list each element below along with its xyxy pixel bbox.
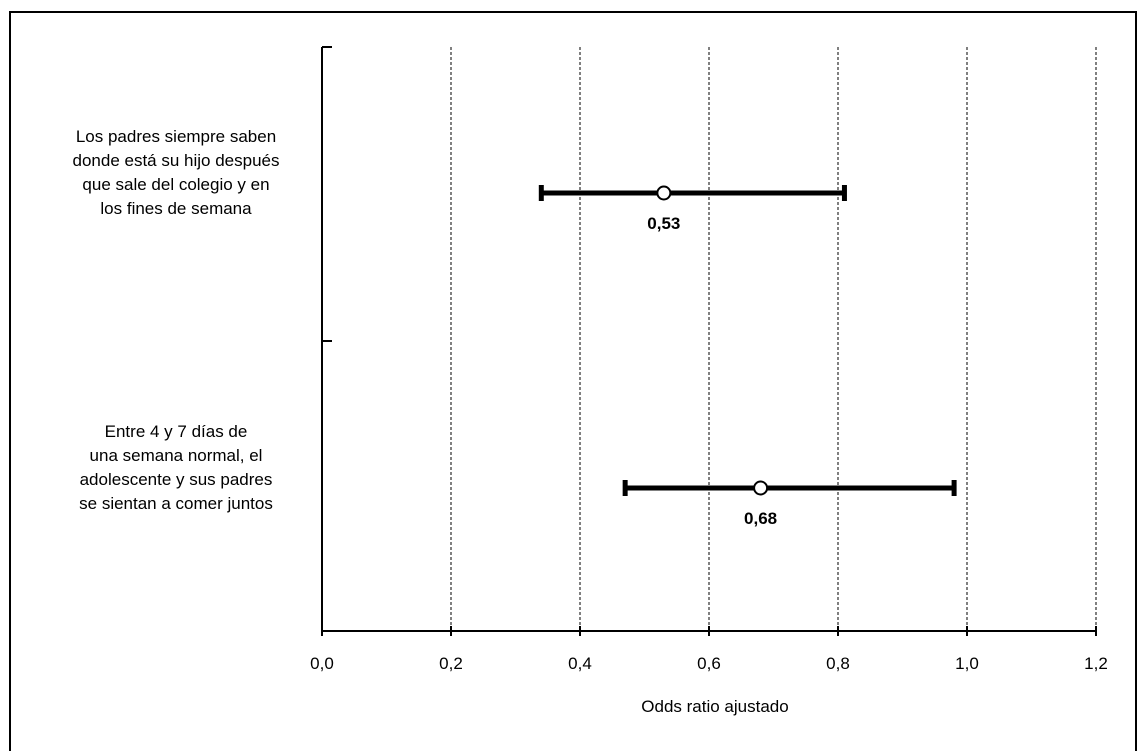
point-estimate — [656, 185, 672, 201]
category-label-line: adolescente y sus padres — [80, 470, 273, 489]
x-tick-label: 1,2 — [1084, 654, 1108, 673]
x-tick-label: 0,4 — [568, 654, 592, 673]
estimates: 0,53 0,68 — [538, 185, 957, 528]
chart-frame — [9, 11, 1137, 751]
category-label-line: donde está su hijo después — [73, 151, 280, 170]
category-labels: Los padres siempre saben donde está su hi… — [73, 127, 280, 513]
x-tick-label: 1,0 — [955, 654, 979, 673]
point-estimate — [753, 480, 769, 496]
x-tick-label: 0,6 — [697, 654, 721, 673]
x-tick-label: 0,8 — [826, 654, 850, 673]
category-label-line: que sale del colegio y en — [82, 175, 269, 194]
estimate-value-label: 0,68 — [744, 509, 777, 528]
category-label-line: los fines de semana — [100, 199, 252, 218]
axes — [321, 46, 1097, 636]
x-tick-label: 0,2 — [439, 654, 463, 673]
x-tick-label: 0,0 — [310, 654, 334, 673]
x-tick-labels: 0,0 0,2 0,4 0,6 0,8 1,0 1,2 — [310, 654, 1108, 673]
category-label-line: Entre 4 y 7 días de — [105, 422, 248, 441]
gridlines — [450, 47, 1097, 631]
category-label-line: una semana normal, el — [90, 446, 263, 465]
category-label-line: Los padres siempre saben — [76, 127, 276, 146]
category-label-line: se sientan a comer juntos — [79, 494, 273, 513]
estimate-value-label: 0,53 — [647, 214, 680, 233]
x-axis-title: Odds ratio ajustado — [641, 697, 788, 716]
